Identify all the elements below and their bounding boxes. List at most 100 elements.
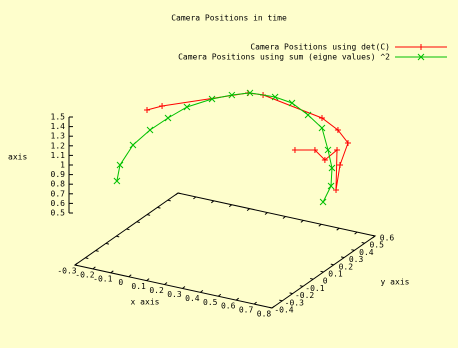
x-tick-label: 0.1 (131, 282, 146, 291)
legend-label: Camera Positions using sum (eigne values… (178, 53, 390, 62)
marker (144, 107, 151, 114)
z-tick-label: 1.4 (51, 122, 66, 131)
x-tick (318, 223, 322, 227)
y-tick-label: -0.1 (305, 284, 324, 293)
x-axis-label: x axis (131, 298, 160, 307)
marker (328, 164, 336, 172)
chart-title: Camera Positions in time (171, 14, 287, 23)
x-tick (271, 305, 275, 309)
y-tick-label: -0.3 (285, 298, 304, 307)
marker (418, 44, 424, 50)
y-tick (95, 250, 99, 252)
x-tick (253, 301, 257, 305)
y-tick (157, 206, 161, 209)
y-tick (330, 263, 334, 266)
marker (324, 146, 332, 154)
z-axis-label: axis (8, 153, 27, 162)
y-tick-label: -0.2 (295, 291, 314, 300)
marker (334, 127, 341, 134)
z-tick-label: 1.5 (51, 113, 66, 122)
x-tick (164, 282, 168, 285)
y-tick (320, 270, 324, 273)
y-tick (351, 249, 355, 251)
y-tick (167, 199, 171, 202)
y-tick-label: -0.4 (274, 306, 293, 315)
y-tick (310, 278, 314, 280)
marker (333, 186, 340, 193)
marker (288, 99, 296, 107)
y-tick (371, 234, 376, 237)
y-tick (361, 242, 365, 244)
x-tick-label: 0 (118, 278, 123, 287)
y-tick-label: 0.4 (359, 248, 374, 257)
y-tick (136, 221, 140, 223)
base-plane (73, 192, 377, 309)
marker (183, 103, 191, 111)
y-tick-label: 0.1 (328, 270, 343, 279)
legend-label: Camera Positions using det(C) (250, 43, 390, 52)
z-tick-label: 1.2 (51, 141, 66, 150)
z-tick-label: 0.6 (51, 199, 66, 208)
y-tick (289, 292, 293, 295)
marker (334, 147, 341, 154)
marker (116, 161, 124, 169)
y-tick (116, 235, 120, 238)
marker (246, 89, 254, 97)
x-tick-label: 0.8 (257, 310, 272, 319)
marker (417, 53, 425, 61)
marker (228, 91, 236, 99)
marker (291, 147, 298, 154)
y-tick (340, 256, 345, 259)
z-tick-label: 0.8 (51, 180, 66, 189)
x-tick-label: -0.1 (93, 274, 112, 283)
marker (113, 177, 121, 185)
y-tick (146, 214, 151, 216)
z-tick-label: 1.3 (51, 132, 66, 141)
marker (164, 114, 172, 122)
x-tick (92, 266, 96, 270)
x-tick-label: 0.4 (185, 294, 200, 303)
y-tick (105, 242, 110, 245)
marker (271, 93, 279, 101)
z-tick-label: 0.9 (51, 170, 66, 179)
z-tick-label: 1 (60, 161, 65, 170)
z-tick-label: 1.1 (51, 151, 66, 160)
y-tick (299, 285, 304, 287)
x-tick (228, 204, 233, 208)
x-tick (246, 208, 250, 212)
x-tick (175, 192, 179, 196)
x-tick (193, 196, 197, 200)
y-tick-label: 0.6 (380, 234, 395, 243)
marker (319, 198, 327, 206)
marker (318, 115, 325, 122)
marker (146, 126, 154, 134)
x-tick (354, 231, 358, 235)
x-tick (182, 286, 186, 289)
marker (311, 147, 318, 154)
y-tick-label: 0.3 (349, 255, 364, 264)
x-tick (235, 297, 239, 301)
y-tick-label: 0 (323, 277, 328, 286)
x-tick-label: -0.2 (75, 270, 94, 279)
x-tick-label: 0.5 (203, 298, 218, 307)
z-tick-label: 0.7 (51, 189, 66, 198)
marker (344, 139, 351, 146)
x-tick (200, 289, 204, 293)
x-tick (146, 278, 150, 282)
x-tick (336, 227, 340, 231)
marker (129, 141, 137, 149)
y-tick (74, 264, 79, 267)
z-tick-label: 0.5 (51, 209, 66, 218)
y-tick (85, 257, 89, 259)
y-tick (268, 306, 273, 309)
marker (159, 103, 166, 110)
x-tick (110, 270, 114, 274)
series-line (146, 92, 349, 191)
y-tick (126, 228, 130, 231)
y-tick-label: 0.2 (339, 262, 354, 271)
y-tick-label: 0.5 (369, 241, 384, 250)
y-tick (177, 192, 182, 195)
x-tick (128, 274, 132, 278)
x-tick (264, 212, 268, 215)
marker (318, 124, 326, 132)
